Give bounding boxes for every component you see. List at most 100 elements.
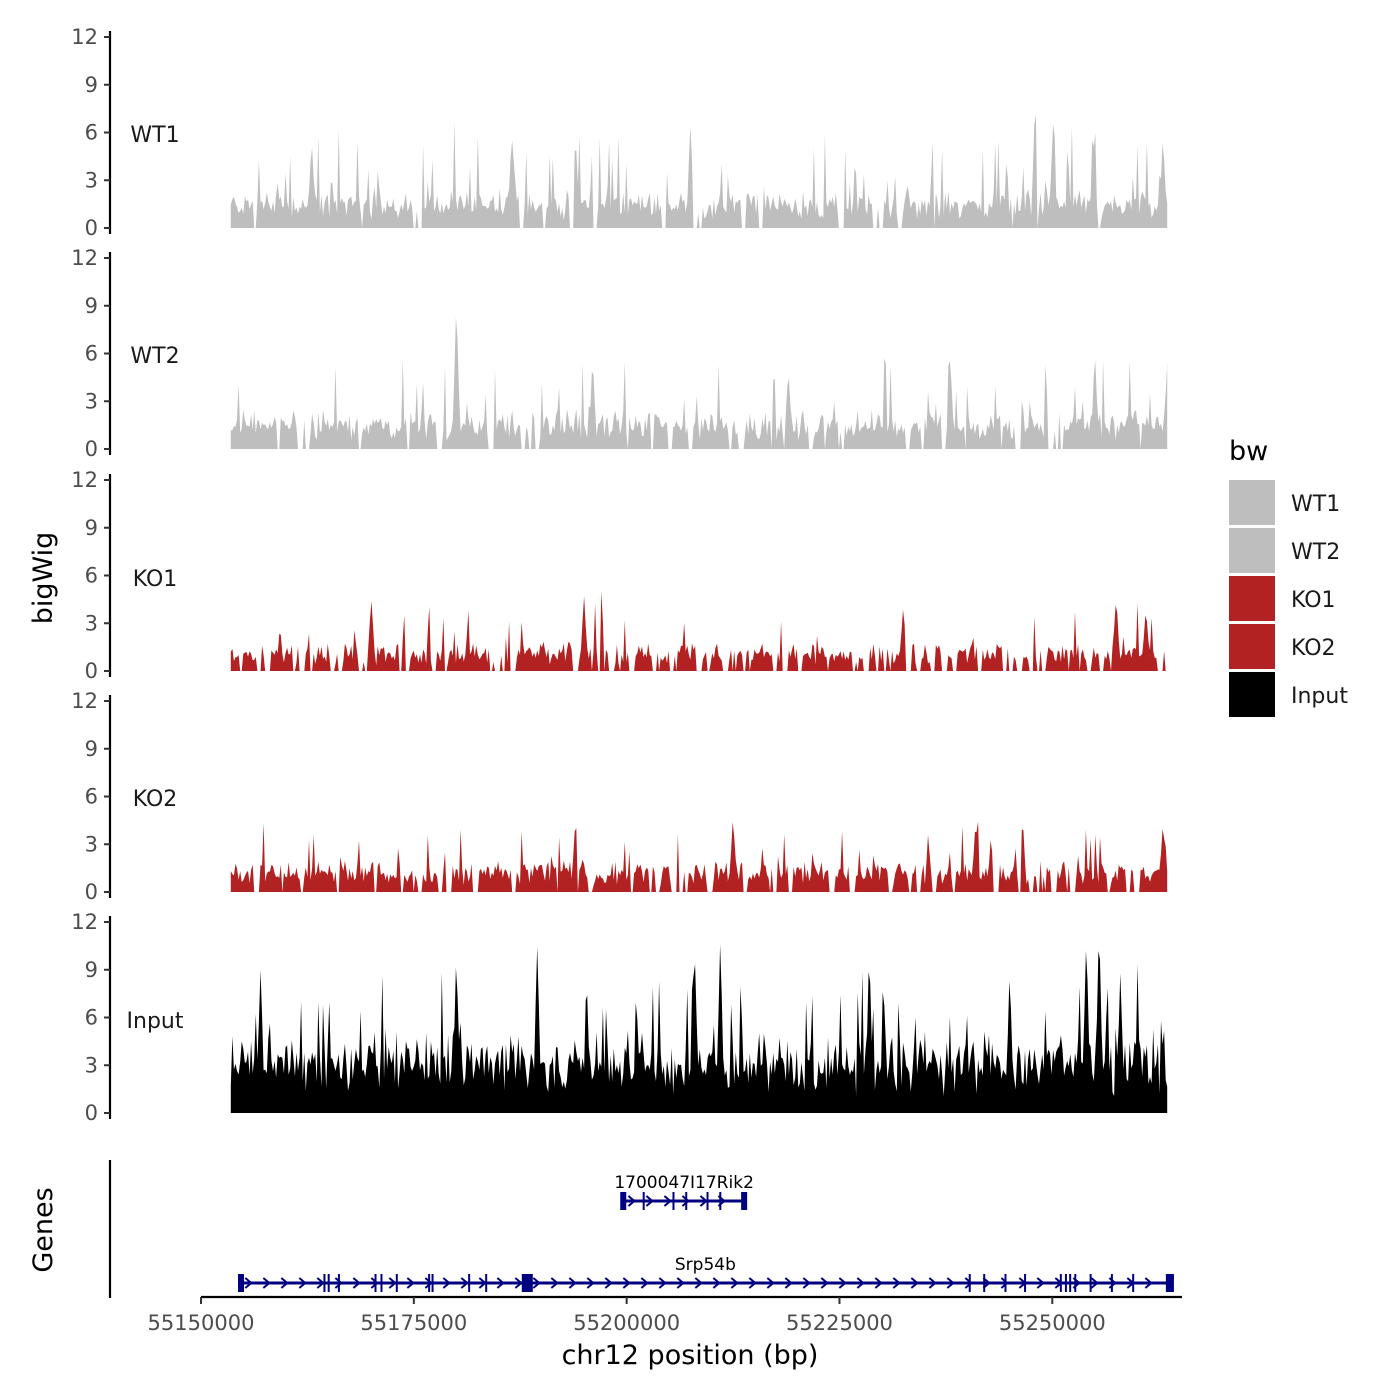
exon — [485, 1274, 488, 1292]
legend-key-ko1 — [1229, 576, 1275, 621]
panel-label-input: Input — [127, 1009, 184, 1034]
track-ko2: 0 3 6 9 12 KO2 — [71, 689, 1168, 904]
strand-arrow — [406, 1277, 415, 1289]
strand-arrow — [334, 1277, 343, 1289]
y-tick-label: 3 — [85, 1053, 98, 1077]
strand-arrow — [244, 1277, 253, 1289]
strand-arrow — [424, 1277, 433, 1289]
strand-arrow — [784, 1277, 793, 1289]
y-axis-title: bigWig — [28, 532, 59, 625]
exon — [1110, 1274, 1113, 1292]
strand-arrow — [676, 1277, 685, 1289]
y-tick-label: 3 — [85, 168, 98, 192]
genes-axis-title: Genes — [28, 1187, 59, 1272]
strand-arrow — [460, 1277, 469, 1289]
exon — [741, 1192, 748, 1210]
strand-arrow — [838, 1277, 847, 1289]
strand-arrow — [802, 1277, 811, 1289]
legend-label-wt2: WT2 — [1291, 540, 1340, 565]
strand-arrow — [766, 1277, 775, 1289]
legend-key-wt1 — [1229, 480, 1275, 525]
legend-key-input — [1229, 672, 1275, 717]
legend: bw WT1 WT2 KO1 KO2 Input — [1229, 436, 1348, 717]
panel-label-wt1: WT1 — [130, 123, 179, 148]
x-tick-label: 55175000 — [360, 1311, 467, 1335]
gene-label: Srp54b — [675, 1255, 736, 1275]
strand-arrow — [496, 1277, 505, 1289]
strand-arrow — [663, 1195, 672, 1207]
exon — [1074, 1274, 1077, 1292]
bigwig-tracks: 0 3 6 9 12 WT1 0 3 6 9 12 WT2 0 3 6 9 12 KO1 0 3 6 9 12 KO2 0 3 6 9… — [71, 25, 1168, 1125]
strand-arrow — [928, 1277, 937, 1289]
panel-label-wt2: WT2 — [130, 344, 179, 369]
exon — [1089, 1274, 1092, 1292]
strand-arrow — [1000, 1277, 1009, 1289]
y-tick-label: 6 — [85, 564, 98, 588]
strand-arrow — [1036, 1277, 1045, 1289]
exon — [1069, 1274, 1072, 1292]
strand-arrow — [370, 1277, 379, 1289]
exon — [428, 1274, 431, 1292]
strand-arrow — [262, 1277, 271, 1289]
strand-arrow — [712, 1277, 721, 1289]
strand-arrow — [627, 1195, 636, 1207]
x-axis-title: chr12 position (bp) — [562, 1340, 819, 1371]
y-tick-label: 3 — [85, 611, 98, 635]
strand-arrow — [910, 1277, 919, 1289]
y-tick-label: 12 — [71, 246, 98, 270]
exon — [685, 1192, 688, 1210]
panel-label-ko1: KO1 — [133, 567, 178, 592]
strand-arrow — [622, 1277, 631, 1289]
track-input: 0 3 6 9 12 Input — [71, 910, 1168, 1125]
strand-arrow — [748, 1277, 757, 1289]
legend-title: bw — [1229, 436, 1268, 467]
exon — [1059, 1274, 1062, 1292]
strand-arrow — [514, 1277, 523, 1289]
exon — [1132, 1274, 1135, 1292]
y-tick-label: 3 — [85, 832, 98, 856]
exon — [719, 1192, 722, 1210]
strand-arrow — [568, 1277, 577, 1289]
y-tick-label: 9 — [85, 958, 98, 982]
exon — [1165, 1274, 1174, 1292]
x-axis: 55150000 55175000 55200000 55225000 55250000 — [148, 1295, 1182, 1335]
signal-area-wt1 — [230, 114, 1168, 228]
y-tick-label: 9 — [85, 516, 98, 540]
y-tick-label: 0 — [85, 659, 98, 683]
strand-arrow — [892, 1277, 901, 1289]
track-wt2: 0 3 6 9 12 WT2 — [71, 246, 1168, 461]
y-tick-label: 0 — [85, 437, 98, 461]
exon — [337, 1274, 340, 1292]
y-tick-label: 9 — [85, 294, 98, 318]
exon — [395, 1274, 398, 1292]
exon — [672, 1192, 675, 1210]
strand-arrow — [388, 1277, 397, 1289]
exon — [323, 1274, 326, 1292]
y-tick-label: 12 — [71, 689, 98, 713]
exon — [620, 1192, 627, 1210]
signal-area-wt2 — [230, 317, 1168, 449]
y-tick-label: 12 — [71, 468, 98, 492]
y-tick-label: 6 — [85, 1006, 98, 1030]
y-tick-label: 12 — [71, 25, 98, 49]
y-tick-label: 12 — [71, 910, 98, 934]
y-tick-label: 3 — [85, 389, 98, 413]
signal-area-ko1 — [230, 591, 1168, 671]
x-tick-label: 55150000 — [148, 1311, 255, 1335]
y-tick-label: 9 — [85, 73, 98, 97]
exon — [522, 1274, 533, 1292]
strand-arrow — [532, 1277, 541, 1289]
track-wt1: 0 3 6 9 12 WT1 — [71, 25, 1168, 240]
strand-arrow — [604, 1277, 613, 1289]
strand-arrow — [1144, 1277, 1153, 1289]
gene-label: 1700047I17Rik2 — [614, 1173, 754, 1193]
legend-label-input: Input — [1291, 684, 1348, 709]
strand-arrow — [352, 1277, 361, 1289]
y-tick-label: 0 — [85, 1101, 98, 1125]
strand-arrow — [645, 1195, 654, 1207]
y-tick-label: 0 — [85, 216, 98, 240]
track-ko1: 0 3 6 9 12 KO1 — [71, 468, 1168, 683]
legend-label-ko2: KO2 — [1291, 636, 1336, 661]
strand-arrow — [681, 1195, 690, 1207]
strand-arrow — [280, 1277, 289, 1289]
